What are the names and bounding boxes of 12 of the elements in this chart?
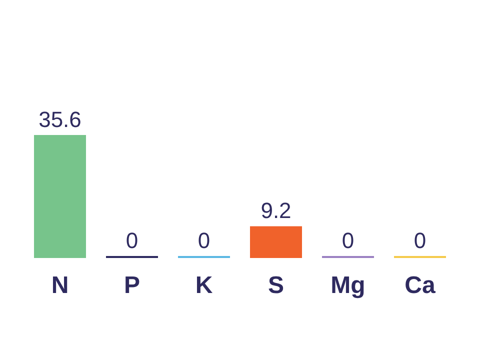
x-tick-label: K xyxy=(195,272,214,300)
data-label: 9.2 xyxy=(260,198,292,224)
data-label: 35.6 xyxy=(38,107,82,132)
data-label: 0 xyxy=(342,228,354,253)
x-tick-label: N xyxy=(51,272,69,300)
x-tick-label: S xyxy=(268,272,284,300)
data-label: 0 xyxy=(126,228,138,253)
data-label: 0 xyxy=(414,228,426,253)
x-tick-label: P xyxy=(124,272,140,300)
x-tick-label: Ca xyxy=(404,272,436,300)
x-tick-label: Mg xyxy=(330,272,366,300)
data-label: 0 xyxy=(198,228,210,253)
